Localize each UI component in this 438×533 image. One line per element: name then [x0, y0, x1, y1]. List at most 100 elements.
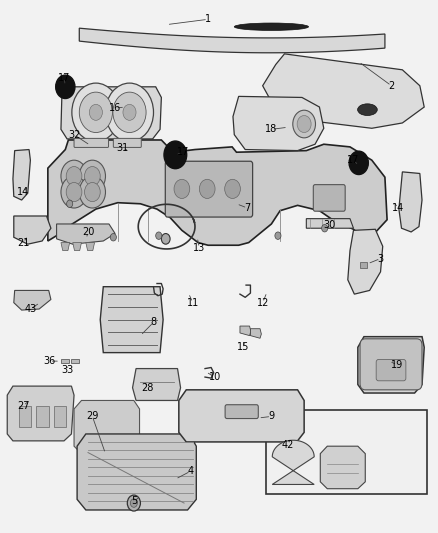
Text: 17: 17 [58, 73, 70, 83]
Circle shape [85, 166, 100, 185]
Text: 36: 36 [43, 356, 56, 366]
Text: 19: 19 [391, 360, 403, 370]
Bar [61, 359, 69, 364]
Polygon shape [240, 326, 251, 336]
FancyBboxPatch shape [74, 139, 109, 148]
Text: 28: 28 [141, 383, 153, 393]
FancyBboxPatch shape [376, 360, 406, 381]
Circle shape [66, 182, 82, 201]
Bar [360, 262, 367, 268]
Polygon shape [79, 28, 385, 53]
Circle shape [293, 110, 315, 138]
Circle shape [61, 160, 87, 192]
Text: 43: 43 [24, 304, 36, 314]
Text: 4: 4 [187, 466, 194, 476]
FancyBboxPatch shape [165, 161, 253, 217]
Circle shape [106, 83, 153, 142]
Text: 9: 9 [268, 411, 275, 422]
Polygon shape [61, 243, 70, 251]
Text: 13: 13 [193, 243, 205, 253]
Bar [266, 410, 427, 494]
Text: 15: 15 [237, 342, 249, 352]
Circle shape [297, 116, 311, 133]
Text: 14: 14 [17, 187, 29, 197]
Circle shape [67, 200, 73, 207]
Text: 12: 12 [257, 297, 269, 308]
Bar [71, 359, 79, 364]
FancyBboxPatch shape [225, 405, 258, 418]
Circle shape [174, 179, 190, 198]
Polygon shape [320, 446, 365, 489]
Circle shape [85, 182, 100, 201]
Text: 30: 30 [323, 220, 335, 230]
Text: 7: 7 [244, 203, 251, 213]
Text: 17: 17 [177, 147, 189, 157]
Polygon shape [348, 229, 383, 294]
Circle shape [79, 92, 113, 133]
Circle shape [199, 179, 215, 198]
Circle shape [56, 75, 75, 99]
Circle shape [79, 160, 106, 192]
Polygon shape [7, 386, 74, 441]
Text: 17: 17 [347, 155, 360, 165]
Polygon shape [14, 216, 51, 244]
Text: 5: 5 [131, 496, 137, 506]
Circle shape [110, 233, 117, 241]
Circle shape [275, 232, 281, 239]
Circle shape [123, 104, 136, 120]
Text: 20: 20 [82, 227, 94, 237]
Polygon shape [14, 290, 51, 310]
Polygon shape [100, 287, 163, 353]
Bar [54, 406, 66, 427]
Circle shape [127, 495, 141, 511]
Circle shape [66, 166, 82, 185]
Text: 32: 32 [68, 130, 80, 140]
Circle shape [349, 151, 368, 174]
Text: 21: 21 [17, 238, 30, 247]
Polygon shape [61, 87, 161, 139]
Polygon shape [272, 440, 314, 484]
Text: 10: 10 [208, 372, 221, 382]
Circle shape [155, 232, 162, 239]
Text: 27: 27 [17, 401, 30, 411]
Bar [19, 406, 31, 427]
FancyBboxPatch shape [313, 184, 345, 211]
Polygon shape [13, 150, 30, 200]
Text: 31: 31 [116, 143, 128, 154]
Text: 14: 14 [392, 203, 404, 213]
Text: 18: 18 [265, 124, 278, 134]
Polygon shape [358, 337, 424, 393]
Polygon shape [306, 219, 353, 228]
Circle shape [131, 499, 138, 507]
Polygon shape [251, 329, 261, 338]
Circle shape [225, 179, 240, 198]
Polygon shape [77, 434, 196, 510]
Polygon shape [233, 96, 324, 151]
Text: 16: 16 [109, 103, 121, 113]
Polygon shape [133, 368, 180, 400]
Text: 8: 8 [150, 317, 156, 327]
Text: 11: 11 [187, 297, 199, 308]
Circle shape [61, 176, 87, 208]
Circle shape [321, 224, 328, 232]
Polygon shape [48, 140, 387, 245]
FancyBboxPatch shape [113, 139, 141, 148]
Ellipse shape [357, 104, 377, 116]
Circle shape [72, 83, 120, 142]
Bar [36, 406, 49, 427]
Polygon shape [73, 243, 81, 251]
Circle shape [89, 104, 102, 120]
Circle shape [79, 176, 106, 208]
Polygon shape [179, 390, 304, 442]
Text: 33: 33 [61, 365, 73, 375]
FancyBboxPatch shape [360, 339, 422, 390]
Polygon shape [263, 54, 424, 128]
Circle shape [113, 92, 146, 133]
Polygon shape [57, 224, 115, 244]
Polygon shape [399, 172, 422, 232]
Circle shape [161, 233, 170, 244]
Text: 29: 29 [86, 411, 99, 422]
Polygon shape [86, 243, 95, 251]
Text: 3: 3 [378, 254, 384, 263]
Ellipse shape [234, 23, 308, 30]
